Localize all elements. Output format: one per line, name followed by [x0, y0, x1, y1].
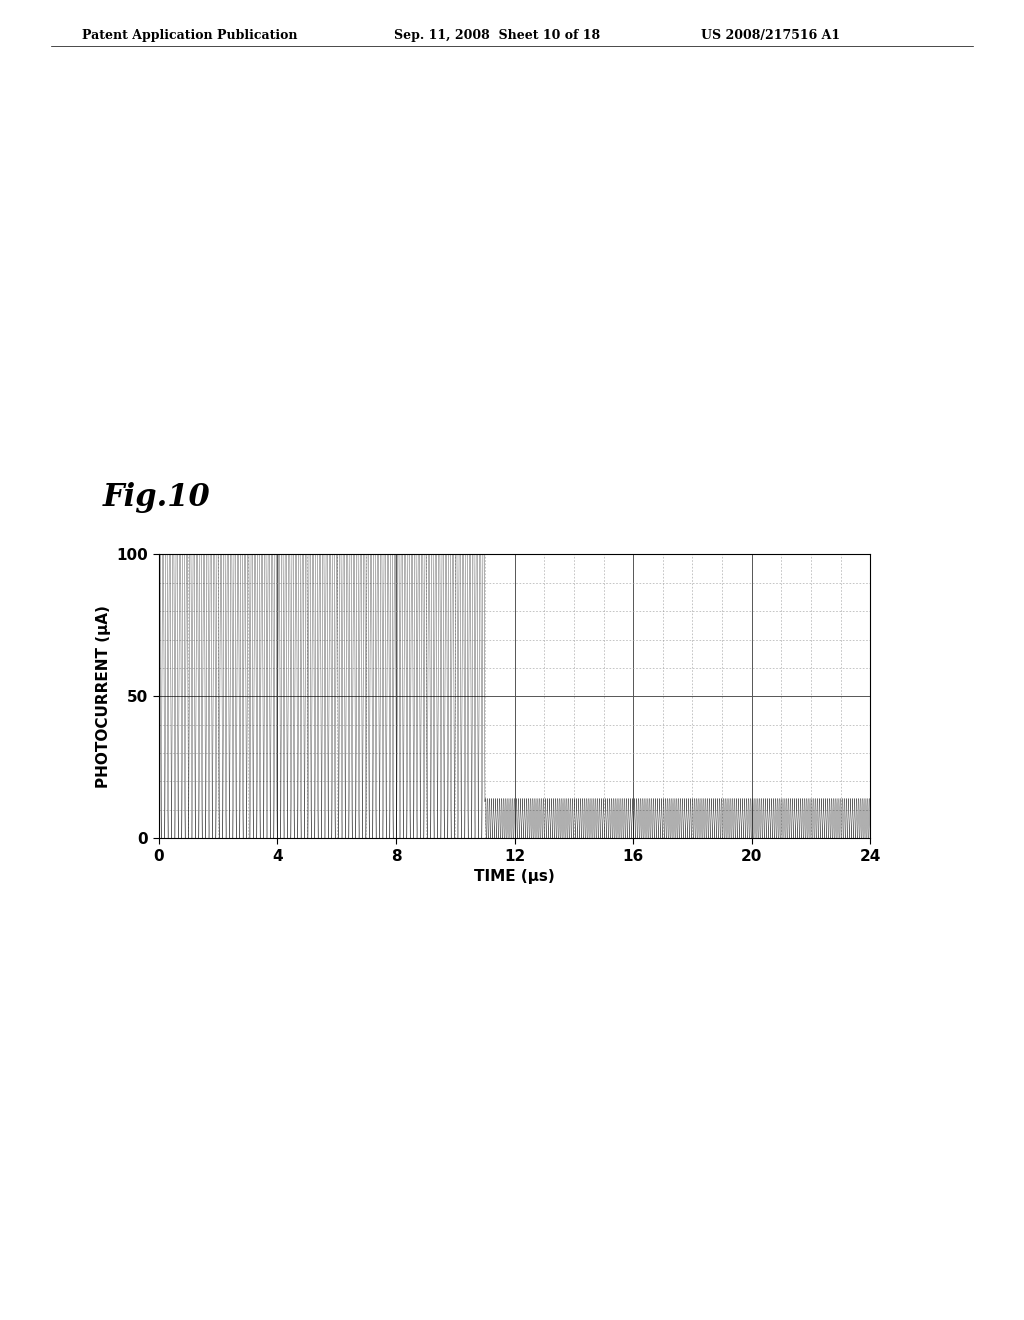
- Y-axis label: PHOTOCURRENT (μA): PHOTOCURRENT (μA): [96, 605, 111, 788]
- Text: Fig.10: Fig.10: [102, 482, 210, 512]
- Text: US 2008/217516 A1: US 2008/217516 A1: [701, 29, 841, 42]
- Text: Sep. 11, 2008  Sheet 10 of 18: Sep. 11, 2008 Sheet 10 of 18: [394, 29, 600, 42]
- Text: Patent Application Publication: Patent Application Publication: [82, 29, 297, 42]
- X-axis label: TIME (μs): TIME (μs): [474, 869, 555, 884]
